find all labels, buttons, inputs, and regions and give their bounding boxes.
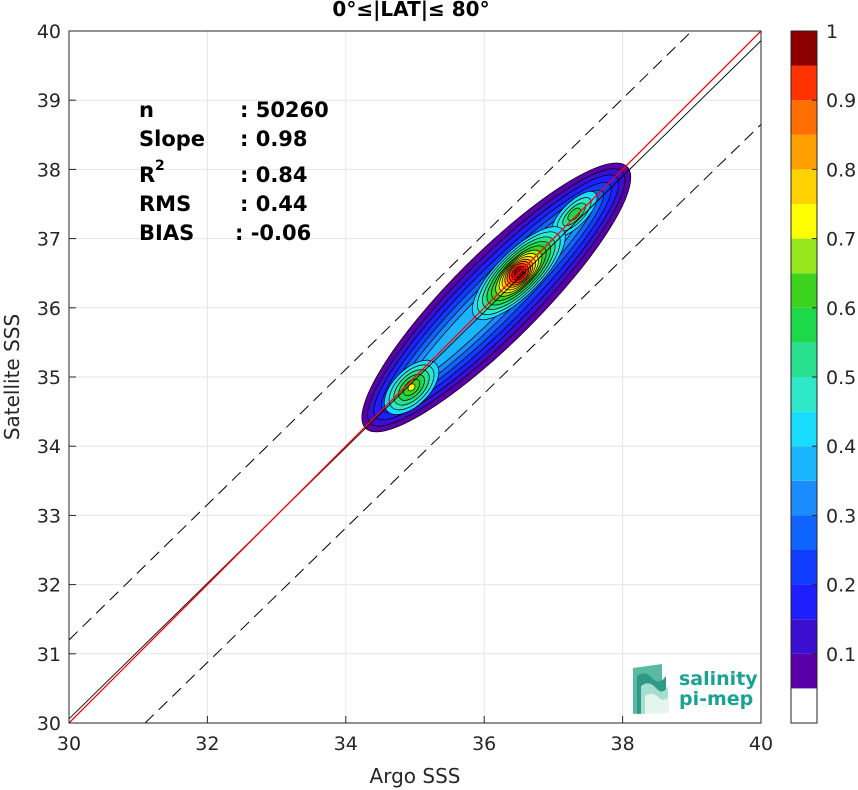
colorbar-band	[791, 31, 817, 66]
logo-line1: salinity	[679, 668, 758, 690]
colorbar-band	[791, 377, 817, 412]
colorbar-band	[791, 584, 817, 620]
stat-slope-label: Slope	[139, 127, 205, 151]
logo-mark-icon	[633, 664, 669, 714]
y-tick-label: 34	[37, 436, 61, 458]
y-tick-label: 38	[37, 159, 61, 181]
chart-title: 0°≤|LAT|≤ 80°	[332, 0, 489, 21]
colorbar-band	[791, 204, 817, 239]
y-tick-label: 31	[37, 644, 61, 666]
y-tick-label: 30	[37, 713, 61, 735]
y-tick-label: 40	[37, 21, 61, 43]
stat-bias-label: BIAS	[139, 221, 194, 245]
y-axis-label: Satellite SSS	[0, 314, 24, 440]
colorbar-band	[791, 446, 817, 481]
y-tick-label: 35	[37, 367, 61, 389]
identity-line	[69, 31, 761, 723]
y-tick-label: 36	[37, 298, 61, 320]
colorbar-tick-label: 0.1	[826, 644, 856, 666]
colorbar-band	[791, 100, 817, 135]
x-tick-label: 30	[57, 733, 81, 755]
stat-slope-value: : 0.98	[240, 127, 308, 151]
y-tick-label: 33	[37, 505, 61, 527]
colorbar-tick-label: 0.8	[826, 159, 856, 181]
colorbar-band	[791, 480, 817, 516]
y-tick-label: 32	[37, 575, 61, 597]
y-tick-label: 39	[37, 90, 61, 112]
x-tick-label: 40	[749, 733, 773, 755]
regression-line	[69, 40, 761, 720]
colorbar-band	[791, 411, 817, 447]
colorbar-band	[791, 169, 817, 204]
colorbar-band	[791, 550, 817, 585]
colorbar-band	[791, 653, 817, 689]
colorbar-tick-label: 1	[826, 21, 838, 43]
stats-block: n : 50260 Slope : 0.98 R 2 : 0.84 RMS : …	[139, 98, 329, 245]
stat-rms-value: : 0.44	[240, 192, 308, 216]
stat-r2-value: : 0.84	[240, 163, 308, 187]
lower-bound-line	[144, 124, 761, 723]
colorbar-band	[791, 688, 817, 723]
colorbar-tick-label: 0.3	[826, 505, 856, 527]
colorbar-band	[791, 307, 817, 343]
colorbar-tick-label: 0.2	[826, 575, 856, 597]
salinity-pi-mep-logo: salinity pi-mep	[633, 664, 758, 714]
colorbar-band	[791, 273, 817, 308]
upper-bound-line	[69, 31, 693, 641]
density-contours	[361, 162, 632, 433]
colorbar-tick-label: 0.9	[826, 90, 856, 112]
grid-lines	[68, 30, 762, 724]
density-contour	[567, 207, 581, 222]
stat-r2-sup: 2	[155, 158, 165, 174]
x-tick-label: 36	[472, 733, 496, 755]
x-tick-label: 34	[334, 733, 358, 755]
colorbar-band	[791, 65, 817, 101]
stat-n-label: n	[139, 98, 154, 122]
colorbar-band	[791, 515, 817, 550]
colorbar-band	[791, 342, 817, 377]
x-tick-label: 32	[195, 733, 219, 755]
stat-n-value: : 50260	[240, 98, 329, 122]
colorbar-band	[791, 619, 817, 654]
colorbar-tick-label: 0.4	[826, 436, 856, 458]
x-axis-label: Argo SSS	[370, 764, 461, 788]
colorbar-tick-label: 0.7	[826, 229, 856, 251]
x-tick-label: 38	[611, 733, 635, 755]
colorbar-band	[791, 134, 817, 170]
colorbar-band	[791, 238, 817, 274]
colorbar-tick-label: 0.6	[826, 298, 856, 320]
y-tick-label: 37	[37, 229, 61, 251]
colorbar-tick-label: 0.5	[826, 367, 856, 389]
logo-line2: pi-mep	[679, 688, 753, 710]
stat-bias-value: : -0.06	[235, 221, 311, 245]
stat-r2-label: R	[139, 163, 155, 187]
stat-rms-label: RMS	[139, 192, 191, 216]
